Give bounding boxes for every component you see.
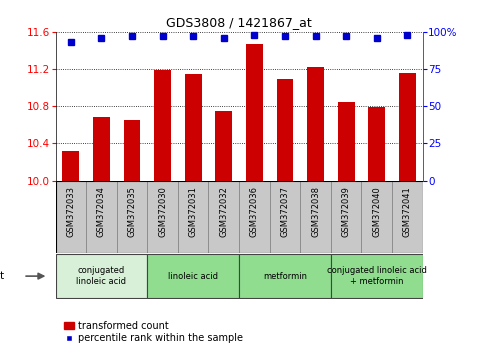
Bar [215,111,232,181]
Bar [154,70,171,181]
Text: GDS3808 / 1421867_at: GDS3808 / 1421867_at [166,16,312,29]
Bar [399,73,416,181]
Bar [93,118,110,181]
Bar [56,254,147,298]
Text: GSM372030: GSM372030 [158,186,167,237]
Text: conjugated linoleic acid
+ metformin: conjugated linoleic acid + metformin [327,267,426,286]
Text: conjugated
linoleic acid: conjugated linoleic acid [76,267,127,286]
Bar [277,79,293,181]
Text: GSM372034: GSM372034 [97,186,106,237]
Bar [56,181,86,253]
Bar [300,181,331,253]
Text: GSM372036: GSM372036 [250,186,259,237]
Bar [86,181,117,253]
Bar [270,181,300,253]
Text: GSM372041: GSM372041 [403,186,412,237]
Bar [178,181,209,253]
Legend: transformed count, percentile rank within the sample: transformed count, percentile rank withi… [60,317,247,347]
Text: GSM372031: GSM372031 [189,186,198,237]
Bar [124,120,141,181]
Text: linoleic acid: linoleic acid [168,272,218,281]
Text: GSM372039: GSM372039 [341,186,351,237]
Bar [369,107,385,181]
Bar [209,181,239,253]
Bar [331,181,361,253]
Bar [307,67,324,181]
Bar [147,181,178,253]
Bar [62,151,79,181]
Text: GSM372032: GSM372032 [219,186,228,237]
Bar [239,254,331,298]
Text: GSM372035: GSM372035 [128,186,137,237]
Bar [147,254,239,298]
Bar [331,254,423,298]
Bar [392,181,423,253]
Text: GSM372038: GSM372038 [311,186,320,237]
Bar [185,74,201,181]
Text: GSM372040: GSM372040 [372,186,381,237]
Text: GSM372033: GSM372033 [66,186,75,237]
Text: GSM372037: GSM372037 [281,186,289,237]
Bar [117,181,147,253]
Bar [246,44,263,181]
Bar [361,181,392,253]
Text: metformin: metformin [263,272,307,281]
Bar [338,102,355,181]
Text: agent: agent [0,271,5,281]
Bar [239,181,270,253]
